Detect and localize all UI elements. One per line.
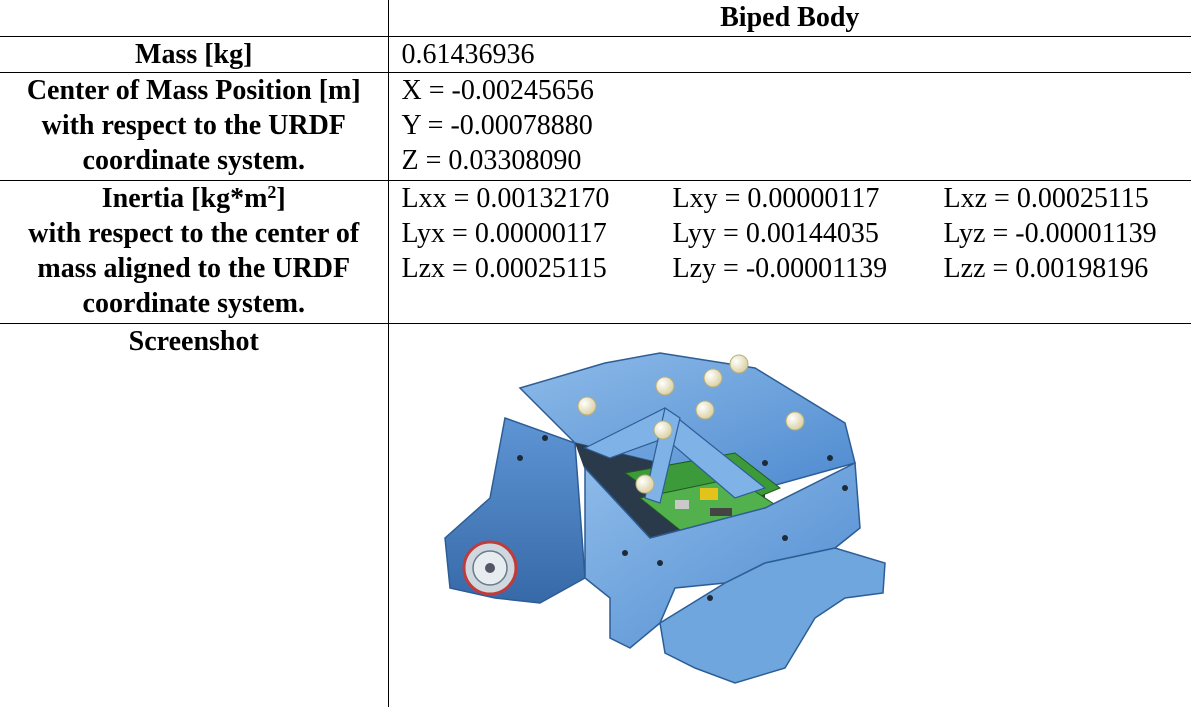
- inertia-row: Inertia [kg*m2] with respect to the cent…: [0, 179, 1191, 324]
- com-label-line: Center of Mass Position [m]: [26, 74, 361, 106]
- inertia-matrix: Lxx = 0.00132170 Lxy = 0.00000117 Lxz = …: [402, 181, 1191, 286]
- inertia-lxx: Lxx = 0.00132170: [401, 182, 610, 214]
- com-values: X = -0.00245656 Y = -0.00078880 Z = 0.03…: [387, 71, 1191, 181]
- inertia-label: Inertia [kg*m2] with respect to the cent…: [0, 179, 389, 324]
- inertia-lyy: Lyy = 0.00144035: [672, 217, 879, 249]
- com-row: Center of Mass Position [m] with respect…: [0, 71, 1191, 181]
- inertia-lzz: Lzz = 0.00198196: [943, 252, 1149, 284]
- header-row: Biped Body: [0, 0, 1191, 37]
- com-x-value: X = -0.00245656: [401, 74, 594, 106]
- column-title: Biped Body: [387, 0, 1191, 37]
- screenshot-label: Screenshot: [0, 322, 389, 707]
- mass-value: 0.61436936: [387, 35, 1191, 73]
- inertia-lzx: Lzx = 0.00025115: [401, 252, 607, 284]
- screenshot-row: Screenshot: [0, 322, 1191, 707]
- com-label-line: coordinate system.: [82, 144, 305, 176]
- inertia-lyx: Lyx = 0.00000117: [401, 217, 607, 249]
- com-y-value: Y = -0.00078880: [401, 109, 593, 141]
- inertia-label-line: coordinate system.: [82, 287, 305, 319]
- header-empty-cell: [0, 0, 389, 37]
- inertia-lzy: Lzy = -0.00001139: [672, 252, 888, 284]
- inertia-lxz: Lxz = 0.00025115: [943, 182, 1149, 214]
- inertia-lyz: Lyz = -0.00001139: [943, 217, 1157, 249]
- inertia-label-title: Inertia [kg*m2]: [101, 181, 286, 214]
- com-label-line: with respect to the URDF: [41, 109, 346, 141]
- inertia-values: Lxx = 0.00132170 Lxy = 0.00000117 Lxz = …: [387, 179, 1191, 324]
- mass-row: Mass [kg] 0.61436936: [0, 35, 1191, 73]
- inertia-label-line: with respect to the center of: [28, 217, 360, 249]
- mass-label: Mass [kg]: [0, 35, 389, 73]
- biped-body-render: [443, 351, 886, 684]
- com-label: Center of Mass Position [m] with respect…: [0, 71, 389, 181]
- inertia-label-line: mass aligned to the URDF: [37, 252, 351, 284]
- com-z-value: Z = 0.03308090: [401, 144, 582, 176]
- screenshot-cell: [387, 322, 1191, 707]
- inertia-lxy: Lxy = 0.00000117: [672, 182, 880, 214]
